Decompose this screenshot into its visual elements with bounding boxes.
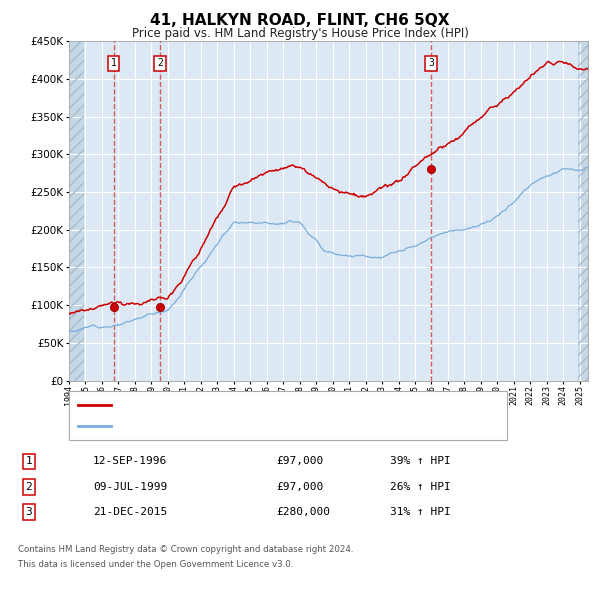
Text: 2: 2 — [157, 58, 163, 68]
Text: 12-SEP-1996: 12-SEP-1996 — [93, 457, 167, 466]
Text: 2: 2 — [25, 482, 32, 491]
Text: Price paid vs. HM Land Registry's House Price Index (HPI): Price paid vs. HM Land Registry's House … — [131, 27, 469, 40]
Text: £97,000: £97,000 — [276, 457, 323, 466]
Text: 39% ↑ HPI: 39% ↑ HPI — [390, 457, 451, 466]
Bar — [69, 41, 84, 381]
Text: Contains HM Land Registry data © Crown copyright and database right 2024.: Contains HM Land Registry data © Crown c… — [18, 545, 353, 555]
Text: 1: 1 — [111, 58, 116, 68]
Bar — [578, 41, 588, 381]
Text: £280,000: £280,000 — [276, 507, 330, 517]
Text: 26% ↑ HPI: 26% ↑ HPI — [390, 482, 451, 491]
Text: 21-DEC-2015: 21-DEC-2015 — [93, 507, 167, 517]
Text: £97,000: £97,000 — [276, 482, 323, 491]
Text: 3: 3 — [25, 507, 32, 517]
Text: 09-JUL-1999: 09-JUL-1999 — [93, 482, 167, 491]
Text: 3: 3 — [428, 58, 434, 68]
Bar — [578, 41, 588, 381]
Bar — [69, 41, 84, 381]
Text: HPI: Average price, detached house, Flintshire: HPI: Average price, detached house, Flin… — [117, 421, 358, 431]
Text: This data is licensed under the Open Government Licence v3.0.: This data is licensed under the Open Gov… — [18, 560, 293, 569]
Text: 41, HALKYN ROAD, FLINT, CH6 5QX (detached house): 41, HALKYN ROAD, FLINT, CH6 5QX (detache… — [117, 399, 395, 409]
Text: 31% ↑ HPI: 31% ↑ HPI — [390, 507, 451, 517]
Text: 1: 1 — [25, 457, 32, 466]
Text: 41, HALKYN ROAD, FLINT, CH6 5QX: 41, HALKYN ROAD, FLINT, CH6 5QX — [150, 13, 450, 28]
